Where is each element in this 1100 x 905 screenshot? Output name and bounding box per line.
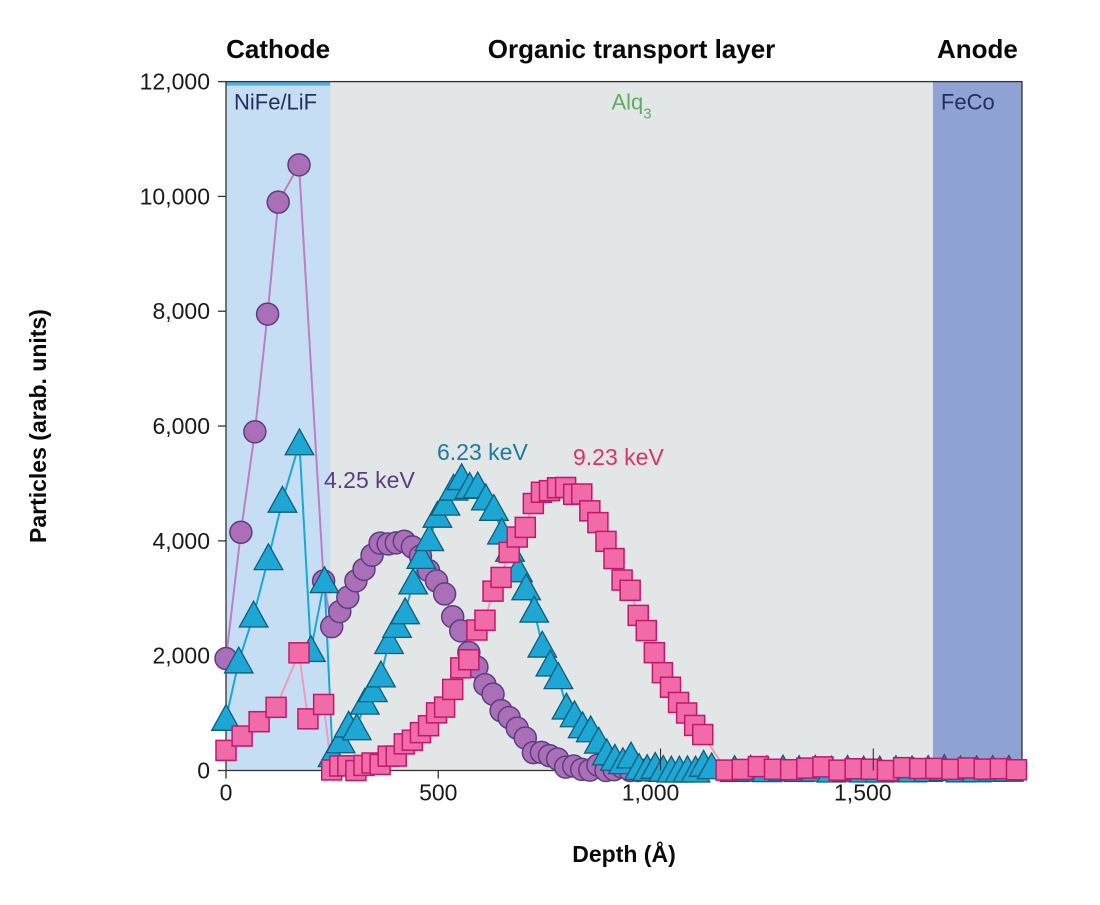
svg-text:Anode: Anode xyxy=(937,34,1018,64)
svg-text:9.23 keV: 9.23 keV xyxy=(573,444,664,470)
svg-text:FeCo: FeCo xyxy=(941,90,995,115)
svg-text:1,500: 1,500 xyxy=(834,780,892,806)
svg-text:4.25 keV: 4.25 keV xyxy=(324,467,415,493)
svg-text:6.23 keV: 6.23 keV xyxy=(437,439,528,465)
svg-text:6,000: 6,000 xyxy=(152,413,210,439)
svg-text:1,000: 1,000 xyxy=(622,780,680,806)
svg-text:Organic transport layer: Organic transport layer xyxy=(488,34,776,64)
svg-text:Particles (arab. units): Particles (arab. units) xyxy=(25,309,51,543)
svg-text:NiFe/LiF: NiFe/LiF xyxy=(234,90,317,115)
svg-text:12,000: 12,000 xyxy=(140,69,210,95)
svg-text:0: 0 xyxy=(220,780,233,806)
svg-text:Cathode: Cathode xyxy=(226,34,330,64)
svg-text:4,000: 4,000 xyxy=(152,528,210,554)
svg-text:500: 500 xyxy=(419,780,457,806)
svg-text:8,000: 8,000 xyxy=(152,298,210,324)
svg-text:10,000: 10,000 xyxy=(140,183,210,209)
svg-text:0: 0 xyxy=(197,758,210,784)
svg-text:Depth (Å): Depth (Å) xyxy=(572,840,675,867)
svg-text:2,000: 2,000 xyxy=(152,643,210,669)
